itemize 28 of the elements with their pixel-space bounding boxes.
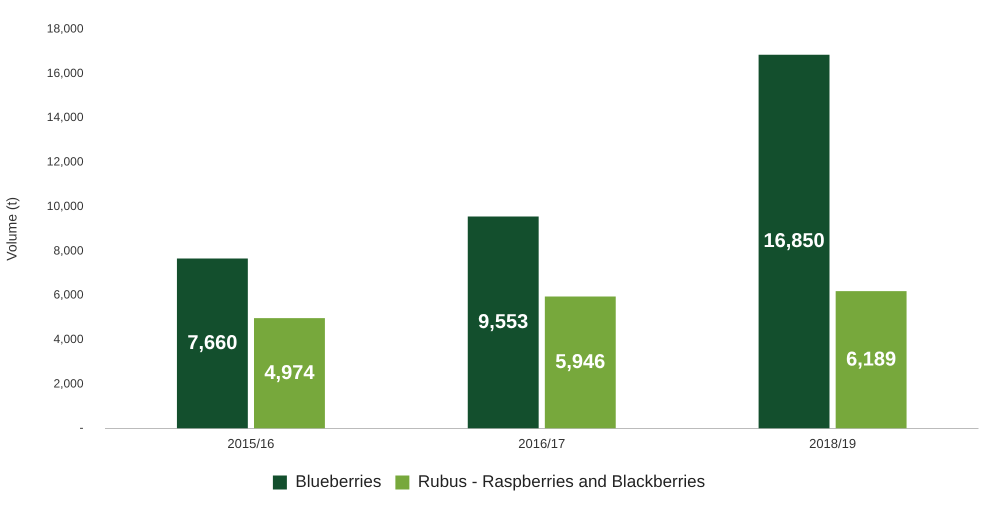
bar xyxy=(254,318,325,428)
bar xyxy=(176,258,248,428)
y-tick-label: 2,000 xyxy=(53,376,84,390)
legend-label: Blueberries xyxy=(295,472,382,492)
bar xyxy=(544,296,616,428)
data-label: 16,850 xyxy=(763,230,825,252)
legend-label: Rubus - Raspberries and Blackberries xyxy=(418,472,706,492)
bar xyxy=(836,291,907,428)
x-tick-label: 2016/17 xyxy=(518,436,566,451)
data-label: 9,553 xyxy=(478,310,528,333)
data-label: 7,660 xyxy=(187,332,238,354)
x-tick-label: 2015/16 xyxy=(227,436,274,451)
y-tick-label: 18,000 xyxy=(46,22,84,36)
y-tick-label: 10,000 xyxy=(46,198,84,213)
y-tick-label: 12,000 xyxy=(46,154,84,169)
y-tick-label: 6,000 xyxy=(53,288,84,302)
y-tick-label: 4,000 xyxy=(53,332,84,346)
bar xyxy=(758,54,830,428)
bar xyxy=(468,216,539,428)
data-label: 6,189 xyxy=(846,348,896,370)
y-tick-label: 16,000 xyxy=(46,66,84,80)
data-label: 5,946 xyxy=(555,350,606,373)
y-tick-label: 14,000 xyxy=(46,110,84,124)
y-tick-label: - xyxy=(80,420,84,435)
y-tick-label: 8,000 xyxy=(53,243,84,258)
x-tick-label: 2018/19 xyxy=(809,436,856,451)
data-label: 4,974 xyxy=(264,362,316,384)
y-axis-title: Volume (t) xyxy=(3,196,20,261)
